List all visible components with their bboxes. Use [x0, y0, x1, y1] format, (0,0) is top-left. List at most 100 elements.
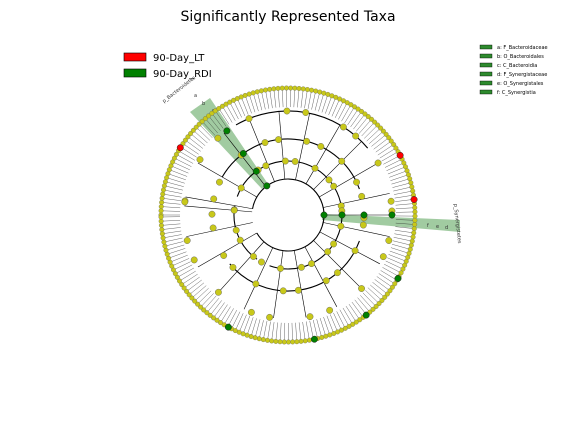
- tree-tip-node: [319, 334, 325, 340]
- tree-node: [183, 237, 191, 244]
- tree-arc-ring-4: [235, 110, 369, 149]
- tree-tip-node: [375, 122, 381, 128]
- tree-node: [330, 182, 338, 190]
- tree-node: [281, 157, 289, 165]
- tree-tip-branch: [382, 267, 400, 277]
- tree-tip-branch: [168, 251, 187, 259]
- tree-tip-node: [296, 86, 302, 91]
- tree-tip-node: [353, 319, 359, 325]
- tree-node: [208, 210, 216, 218]
- tree-node: [229, 264, 237, 271]
- tree-significant-node: [224, 323, 232, 331]
- tree-tip-branch: [306, 321, 310, 341]
- tree-tip-branch: [193, 130, 208, 144]
- tree-branch: [323, 193, 390, 208]
- tree-node: [379, 253, 387, 261]
- tree-tip-node: [158, 204, 164, 210]
- clade-key-c: c: C_Bacteroidia: [497, 63, 537, 69]
- tree-tip-branch: [335, 100, 344, 118]
- tree-tip-branch: [394, 194, 414, 199]
- tree-tip-branch: [360, 295, 374, 310]
- tree-tip-branch: [265, 89, 270, 109]
- tree-tip-branch: [390, 247, 410, 254]
- tree-branch: [293, 250, 307, 318]
- tree-tip-node: [410, 234, 416, 240]
- tree-tip-branch: [210, 300, 222, 316]
- tree-tip-branch: [338, 102, 348, 120]
- clade-key-swatch-f: [479, 89, 493, 95]
- clade-key-swatch-c: [479, 62, 493, 68]
- tree-tip-node: [408, 242, 414, 248]
- tree-tip-branch: [378, 273, 395, 284]
- tree-tip-node: [407, 246, 413, 252]
- tree-tip-node: [410, 188, 416, 194]
- tree-tip-node: [190, 127, 196, 133]
- tree-tip-node: [161, 187, 166, 193]
- tree-node: [266, 313, 273, 321]
- tree-tip-node: [294, 339, 300, 345]
- tree-tip-branch: [374, 279, 391, 291]
- clade-label-synergistetes: p_Synergistetes: [452, 204, 462, 245]
- tree-node: [324, 248, 332, 256]
- tree-tip-branch: [373, 137, 389, 150]
- tree-tip-branch: [364, 124, 378, 139]
- tree-tip-branch: [223, 308, 234, 325]
- tree-tip-node: [212, 108, 218, 114]
- tree-tip-node: [218, 320, 223, 326]
- tree-tip-node: [355, 106, 361, 112]
- tree-tip-branch: [163, 234, 182, 239]
- tree-tip-node: [182, 137, 188, 143]
- legend-swatch-rdi: [123, 68, 147, 78]
- tree-tip-node: [158, 222, 164, 228]
- tree-tip-node: [309, 87, 315, 93]
- tree-tip-node: [195, 301, 201, 307]
- tree-tip-node: [306, 337, 312, 343]
- tree-tip-branch: [342, 307, 353, 325]
- tree-tip-node: [184, 288, 190, 294]
- clade-key-d: d: F_Synergistaceae: [497, 72, 547, 78]
- tree-tip-node: [204, 310, 210, 316]
- tree-tip-node: [202, 116, 208, 122]
- tree-tip-node: [412, 222, 418, 227]
- tree-node: [311, 164, 319, 172]
- tree-tip-branch: [347, 108, 359, 126]
- tree-tip-node: [344, 100, 350, 106]
- tree-tip-node: [279, 85, 285, 91]
- tree-tip-branch: [190, 133, 206, 146]
- tree-tip-branch: [377, 144, 394, 156]
- tree-tip-branch: [241, 96, 249, 115]
- tree-tip-branch: [326, 315, 334, 334]
- tree-tip-branch: [245, 95, 252, 114]
- tree-tip-node: [188, 131, 194, 136]
- tree-tip-branch: [321, 94, 329, 113]
- tree-tip-branch: [216, 304, 228, 321]
- tree-tip-branch: [356, 116, 369, 132]
- tree-significant-node: [252, 167, 260, 175]
- clade-letter-a: a: [194, 93, 197, 99]
- tree-tip-branch: [394, 190, 413, 195]
- tree-tip-branch: [358, 119, 372, 134]
- tree-tip-node: [365, 114, 371, 120]
- tree-tip-branch: [297, 88, 300, 108]
- tree-tip-node: [285, 339, 291, 345]
- tree-tip-branch: [369, 131, 384, 144]
- tree-node: [275, 136, 282, 143]
- legend-label-rdi: 90-Day_RDI: [153, 69, 212, 80]
- tree-tip-node: [369, 116, 374, 122]
- tree-node: [181, 198, 189, 206]
- tree-tip-node: [408, 180, 414, 186]
- tree-tip-branch: [231, 311, 241, 329]
- tree-branch: [305, 124, 341, 184]
- tree-tip-branch: [261, 90, 266, 110]
- tree-node: [216, 178, 223, 186]
- tree-tip-branch: [202, 121, 216, 136]
- tree-node: [252, 280, 260, 288]
- tree-significant-node: [223, 127, 231, 135]
- tree-tip-branch: [319, 318, 326, 337]
- clade-key-swatch-e: [479, 80, 493, 86]
- tree-node: [326, 306, 334, 314]
- tree-tip-node: [409, 238, 415, 244]
- tree-tip-branch: [250, 318, 257, 337]
- tree-tip-branch: [380, 270, 398, 281]
- tree-tip-branch: [211, 113, 224, 129]
